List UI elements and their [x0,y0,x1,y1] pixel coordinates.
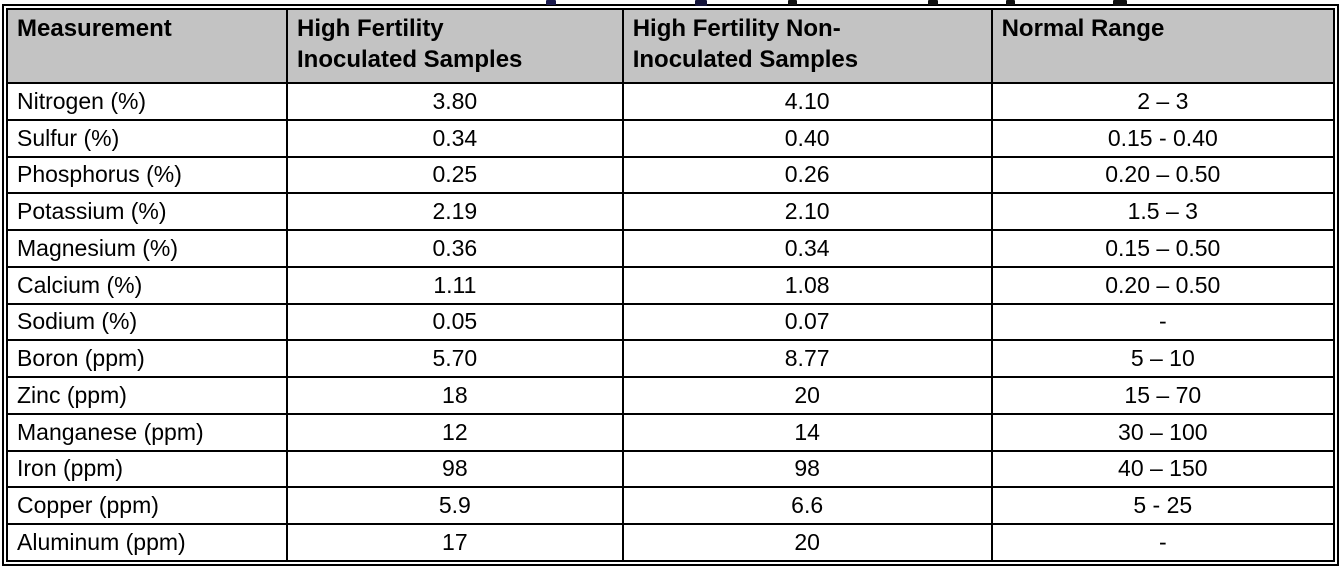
cell-measurement: Potassium (%) [6,192,288,232]
cropped-text-fragment [695,0,707,6]
cell-measurement: Nitrogen (%) [6,82,288,121]
table-header: Measurement High Fertility Inoculated Sa… [6,8,1336,84]
cell-inoculated: 2.19 [285,192,624,232]
table-row: Sodium (%) 0.05 0.07 - [6,302,1336,342]
cell-inoculated: 12 [285,412,624,452]
header-normal-range: Normal Range [990,8,1336,84]
cell-measurement: Sulfur (%) [6,118,288,158]
cell-non-inoculated: 0.26 [621,155,993,195]
cell-normal-range: 0.20 – 0.50 [990,155,1336,195]
cell-normal-range: 5 – 10 [990,339,1336,379]
cell-measurement: Aluminum (ppm) [6,523,288,562]
cell-non-inoculated: 98 [621,449,993,489]
cell-normal-range: 2 – 3 [990,82,1336,121]
table-row: Manganese (ppm) 12 14 30 – 100 [6,412,1336,452]
cell-inoculated: 3.80 [285,82,624,121]
cell-measurement: Copper (ppm) [6,486,288,526]
table-body: Nitrogen (%) 3.80 4.10 2 – 3 Sulfur (%) … [6,82,1336,562]
cell-measurement: Manganese (ppm) [6,412,288,452]
cell-inoculated: 18 [285,376,624,415]
cropped-text-fragment [928,0,938,5]
cell-normal-range: 1.5 – 3 [990,192,1336,232]
table-row: Phosphorus (%) 0.25 0.26 0.20 – 0.50 [6,155,1336,195]
cell-inoculated: 0.05 [285,302,624,342]
header-inoculated: High Fertility Inoculated Samples [285,8,624,84]
cell-inoculated: 17 [285,523,624,562]
cell-measurement: Phosphorus (%) [6,155,288,195]
cell-non-inoculated: 0.34 [621,229,993,268]
cell-inoculated: 5.70 [285,339,624,379]
cell-inoculated: 1.11 [285,265,624,305]
table-row: Nitrogen (%) 3.80 4.10 2 – 3 [6,82,1336,121]
cell-normal-range: 30 – 100 [990,412,1336,452]
cell-measurement: Sodium (%) [6,302,288,342]
cropped-text-fragment [1113,0,1127,6]
table-row: Magnesium (%) 0.36 0.34 0.15 – 0.50 [6,229,1336,268]
cell-non-inoculated: 20 [621,523,993,562]
cell-normal-range: 0.15 – 0.50 [990,229,1336,268]
cell-inoculated: 0.36 [285,229,624,268]
cell-inoculated: 98 [285,449,624,489]
cell-non-inoculated: 20 [621,376,993,415]
header-non-inoculated: High Fertility Non- Inoculated Samples [621,8,993,84]
cell-normal-range: - [990,302,1336,342]
cell-non-inoculated: 6.6 [621,486,993,526]
cell-measurement: Calcium (%) [6,265,288,305]
cell-non-inoculated: 8.77 [621,339,993,379]
table-outer-frame: Measurement High Fertility Inoculated Sa… [2,4,1339,566]
cell-measurement: Iron (ppm) [6,449,288,489]
cell-measurement: Magnesium (%) [6,229,288,268]
table-row: Aluminum (ppm) 17 20 - [6,523,1336,562]
cell-inoculated: 0.25 [285,155,624,195]
cell-measurement: Boron (ppm) [6,339,288,379]
header-measurement: Measurement [6,8,288,84]
table-row: Copper (ppm) 5.9 6.6 5 - 25 [6,486,1336,526]
cell-non-inoculated: 1.08 [621,265,993,305]
cell-non-inoculated: 0.07 [621,302,993,342]
cell-measurement: Zinc (ppm) [6,376,288,415]
cell-normal-range: 0.15 - 0.40 [990,118,1336,158]
cropped-caption-fragments [0,0,1342,7]
cropped-text-fragment [788,0,797,5]
cropped-text-fragment [546,0,556,5]
cell-non-inoculated: 4.10 [621,82,993,121]
table-row: Zinc (ppm) 18 20 15 – 70 [6,376,1336,415]
header-row: Measurement High Fertility Inoculated Sa… [6,8,1336,84]
nutrient-measurement-table: Measurement High Fertility Inoculated Sa… [6,8,1336,562]
table-row: Iron (ppm) 98 98 40 – 150 [6,449,1336,489]
table-row: Sulfur (%) 0.34 0.40 0.15 - 0.40 [6,118,1336,158]
cell-normal-range: - [990,523,1336,562]
cell-non-inoculated: 14 [621,412,993,452]
cell-non-inoculated: 2.10 [621,192,993,232]
cell-non-inoculated: 0.40 [621,118,993,158]
cell-normal-range: 15 – 70 [990,376,1336,415]
table-row: Calcium (%) 1.11 1.08 0.20 – 0.50 [6,265,1336,305]
cell-inoculated: 0.34 [285,118,624,158]
table-row: Potassium (%) 2.19 2.10 1.5 – 3 [6,192,1336,232]
cell-inoculated: 5.9 [285,486,624,526]
cell-normal-range: 5 - 25 [990,486,1336,526]
table-row: Boron (ppm) 5.70 8.77 5 – 10 [6,339,1336,379]
cell-normal-range: 40 – 150 [990,449,1336,489]
cropped-text-fragment [1006,0,1015,5]
cell-normal-range: 0.20 – 0.50 [990,265,1336,305]
